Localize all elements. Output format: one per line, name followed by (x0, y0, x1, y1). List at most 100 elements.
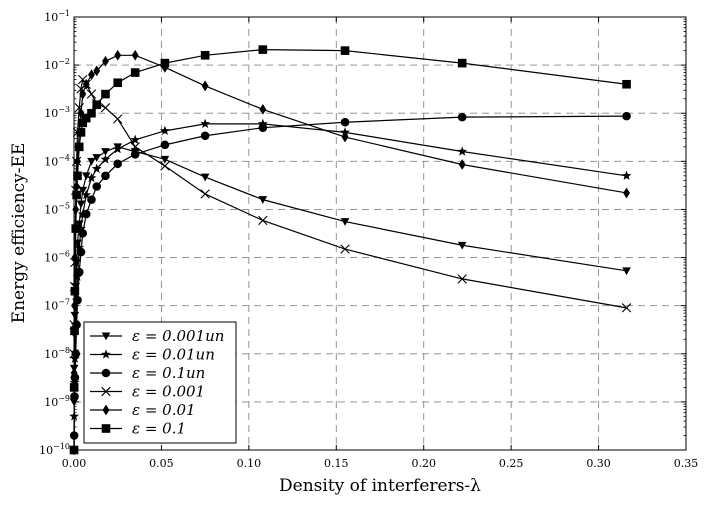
x-tick-label: 0.15 (324, 457, 349, 470)
data-point (78, 228, 88, 238)
legend-entry: ε = 0.1 (90, 420, 186, 438)
axis-ticks: 0.00 0.05 0.10 0.15 0.20 0.25 0.30 0.35 10−10 10−… (39, 9, 698, 470)
data-point (81, 113, 91, 123)
data-point (340, 46, 350, 55)
data-point (259, 104, 267, 115)
y-tick-label: 10−7 (44, 298, 70, 313)
data-point (81, 172, 91, 181)
data-point (258, 215, 268, 226)
x-tick-label: 0.05 (149, 457, 174, 470)
data-point (73, 171, 82, 181)
y-tick-label: 10−9 (44, 394, 70, 409)
data-point (201, 80, 209, 92)
data-point (76, 223, 86, 233)
legend-entry: ε = 0.001 (90, 383, 205, 401)
x-tick-label: 0.20 (411, 457, 436, 470)
data-point (160, 155, 170, 164)
data-point (258, 123, 268, 133)
data-point (457, 146, 468, 156)
data-point (160, 125, 170, 136)
data-point (92, 100, 102, 110)
data-point (200, 189, 210, 199)
y-tick-label: 10−3 (44, 105, 70, 120)
plot-frame (73, 16, 687, 451)
data-point (86, 172, 97, 183)
data-point (100, 154, 111, 164)
x-tick-label: 0.35 (674, 457, 699, 470)
data-point (114, 49, 122, 61)
data-point (101, 148, 110, 156)
data-point (457, 274, 467, 284)
data-point (91, 163, 102, 173)
legend-entry: ε = 0.01un (90, 346, 215, 364)
legend-entry: ε = 0.1un (90, 364, 205, 382)
y-tick-label: 10−8 (44, 346, 70, 361)
data-point (340, 218, 350, 226)
series-line (73, 123, 627, 451)
data-point (102, 55, 109, 67)
data-point (72, 271, 83, 281)
data-point (200, 131, 210, 141)
data-point (86, 89, 97, 99)
x-axis-label: Density of interferers-λ (279, 476, 481, 496)
y-tick-label: 10−4 (44, 153, 70, 168)
data-point (200, 50, 210, 60)
y-tick-label: 10−6 (44, 250, 70, 265)
data-point (76, 200, 86, 209)
legend-marker (101, 332, 111, 341)
legend-marker (101, 386, 111, 397)
data-point (200, 173, 210, 182)
data-point (130, 142, 140, 152)
data-point (72, 190, 81, 200)
legend-label: ε = 0.1un (132, 364, 205, 382)
legend-label: ε = 0.01 (132, 401, 196, 419)
data-point (113, 159, 123, 169)
data-point (621, 170, 632, 180)
legend-label: ε = 0.001un (132, 327, 224, 345)
y-tick-label: 10−2 (44, 57, 70, 72)
data-point (74, 242, 85, 252)
data-point (130, 134, 141, 144)
data-point (258, 196, 268, 204)
data-point (340, 244, 350, 254)
y-tick-label: 10−5 (44, 201, 70, 216)
data-point (160, 58, 170, 68)
y-tick-label: 10−1 (44, 9, 70, 24)
data-point (74, 267, 84, 277)
data-point (341, 131, 349, 143)
data-point (87, 195, 96, 204)
data-point (81, 209, 91, 219)
data-point (101, 89, 110, 99)
x-tick-label: 0.25 (499, 457, 524, 470)
data-point (258, 45, 268, 54)
data-point (622, 111, 631, 121)
data-point (622, 79, 631, 89)
data-point (160, 161, 170, 171)
data-point (87, 157, 96, 166)
y-axis-label: Energy efficiency-EE (9, 143, 29, 324)
data-point (101, 171, 110, 181)
legend-label: ε = 0.001 (132, 383, 205, 401)
legend-entry: ε = 0.01 (90, 401, 196, 419)
data-point (81, 189, 92, 200)
data-point (621, 303, 632, 313)
data-point (88, 69, 95, 81)
data-point (131, 49, 139, 61)
data-point (113, 114, 123, 124)
legend-label: ε = 0.01un (132, 346, 215, 364)
legend-box (83, 321, 237, 444)
data-point (457, 112, 467, 122)
data-point (74, 142, 84, 152)
data-point (87, 108, 96, 118)
data-point (622, 267, 631, 276)
legend-marker (102, 404, 110, 416)
x-tick-label: 0.30 (586, 457, 611, 470)
data-point (93, 65, 101, 77)
series-line (73, 115, 627, 451)
data-point (623, 187, 630, 199)
x-tick-label: 0.00 (62, 457, 87, 470)
legend-entry: ε = 0.001un (90, 327, 224, 345)
data-point (257, 118, 268, 129)
